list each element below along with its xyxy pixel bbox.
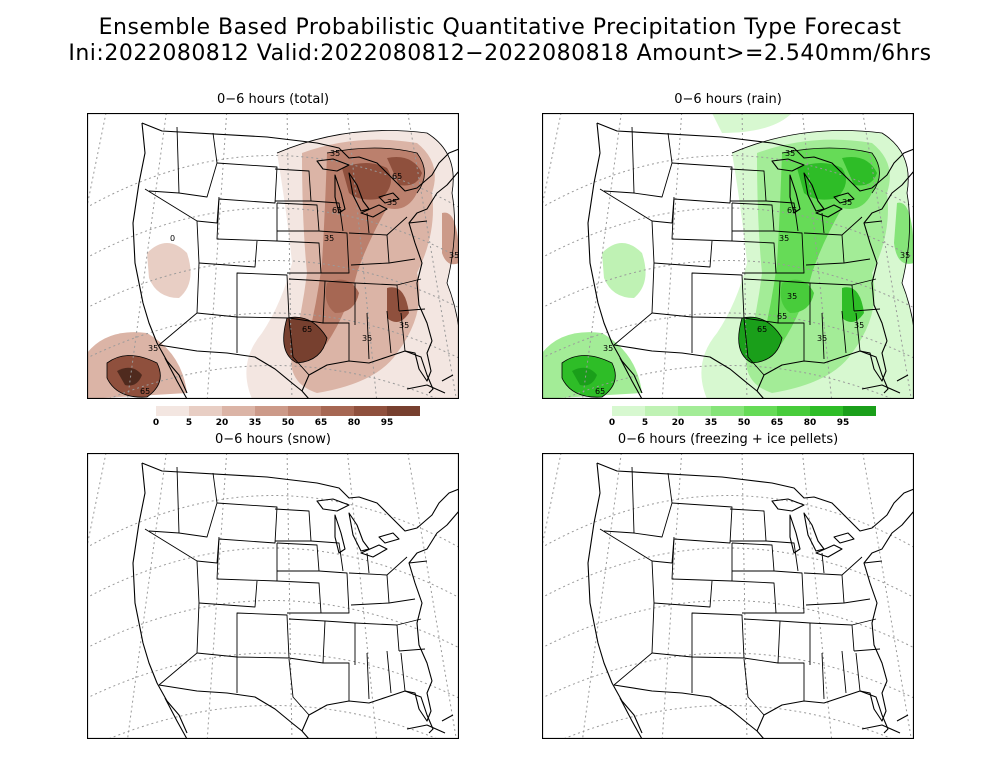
contour-label-65: 65 <box>757 325 767 334</box>
contour-label-35: 35 <box>362 334 372 343</box>
contour-label-35: 35 <box>787 292 797 301</box>
legend-rain: 0 5 20 35 50 65 80 95 <box>608 406 876 430</box>
legend-total: 0 5 20 35 50 65 80 95 <box>152 406 420 430</box>
main-title-line-2: Ini:2022080812 Valid:2022080812−20220808… <box>68 41 932 66</box>
panel-title-rain: 0−6 hours (rain) <box>674 92 782 107</box>
legend-swatch <box>777 406 810 416</box>
legend-label: 5 <box>185 418 193 428</box>
contour-label-65: 65 <box>332 206 342 215</box>
main-title-line-1: Ensemble Based Probabilistic Quantitativ… <box>98 15 902 40</box>
legend-swatch <box>678 406 711 416</box>
contour-label-35: 35 <box>387 198 397 207</box>
legend-swatch <box>222 406 255 416</box>
legend-label: 95 <box>836 418 850 428</box>
contour-label-65: 65 <box>777 312 787 321</box>
legend-label: 50 <box>737 418 751 428</box>
contour-label-35: 35 <box>779 234 789 243</box>
contour-label-35: 35 <box>148 344 158 353</box>
map-panel-total: 35 65 65 35 35 35 35 65 35 65 0 35 <box>87 113 459 399</box>
contour-label-35: 35 <box>449 251 459 260</box>
legend-swatch <box>189 406 222 416</box>
contour-label-65: 65 <box>787 206 797 215</box>
panel-title-snow: 0−6 hours (snow) <box>215 432 331 447</box>
legend-label: 35 <box>704 418 718 428</box>
legend-label: 50 <box>281 418 295 428</box>
contour-label-65: 65 <box>302 325 312 334</box>
contour-label-35: 35 <box>900 251 910 260</box>
legend-label: 95 <box>380 418 394 428</box>
legend-swatch <box>645 406 678 416</box>
legend-label: 20 <box>671 418 685 428</box>
legend-swatch <box>354 406 387 416</box>
legend-swatch <box>711 406 744 416</box>
legend-swatch <box>387 406 420 416</box>
map-panel-snow <box>87 453 459 739</box>
contour-label-35: 35 <box>842 198 852 207</box>
legend-label: 80 <box>347 418 361 428</box>
legend-swatch <box>321 406 354 416</box>
legend-label: 20 <box>215 418 229 428</box>
contour-label-35: 35 <box>330 149 340 158</box>
legend-label: 0 <box>152 418 160 428</box>
contour-label-35: 35 <box>399 321 409 330</box>
legend-total-colorbar <box>156 406 420 416</box>
legend-swatch <box>255 406 288 416</box>
panel-title-ice: 0−6 hours (freezing + ice pellets) <box>617 432 839 447</box>
legend-swatch <box>156 406 189 416</box>
contour-label-65: 65 <box>595 387 605 396</box>
legend-label: 65 <box>770 418 784 428</box>
legend-label: 80 <box>803 418 817 428</box>
contour-label-35: 35 <box>785 149 795 158</box>
legend-swatch <box>288 406 321 416</box>
legend-label: 5 <box>641 418 649 428</box>
legend-swatch <box>744 406 777 416</box>
map-panel-ice <box>542 453 914 739</box>
contour-label-65: 65 <box>392 172 402 181</box>
map-panel-rain: 35 65 35 35 35 65 35 35 65 35 65 35 <box>542 113 914 399</box>
contour-label-35: 35 <box>817 334 827 343</box>
contour-label-35: 35 <box>324 234 334 243</box>
legend-label: 35 <box>248 418 262 428</box>
legend-swatch <box>612 406 645 416</box>
panel-title-total: 0−6 hours (total) <box>216 92 330 107</box>
legend-swatch <box>810 406 843 416</box>
legend-rain-colorbar <box>612 406 876 416</box>
contour-label-35: 35 <box>854 321 864 330</box>
contour-label-0: 0 <box>170 234 175 243</box>
legend-label: 0 <box>608 418 616 428</box>
legend-label: 65 <box>314 418 328 428</box>
contour-label-35: 35 <box>603 344 613 353</box>
contour-label-65: 65 <box>140 387 150 396</box>
legend-swatch <box>843 406 876 416</box>
